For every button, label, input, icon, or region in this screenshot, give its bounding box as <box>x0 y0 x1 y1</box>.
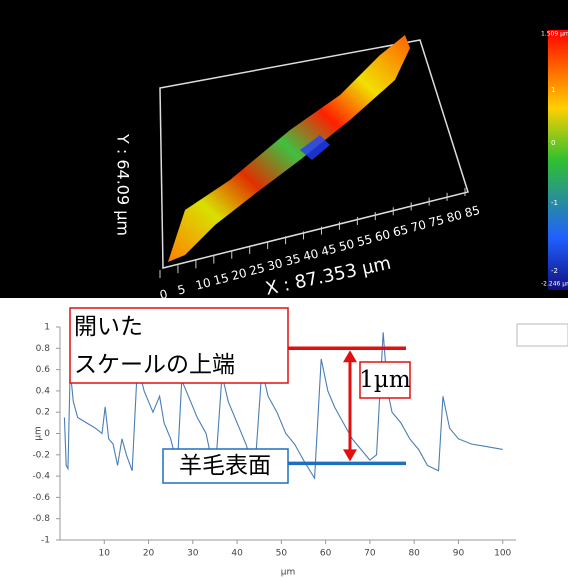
annotation-text: 羊毛表面 <box>179 453 271 479</box>
page: X : 87.353 µm Y : 64.09 µm 0510152025303… <box>0 0 568 580</box>
y-tick-label: -1 <box>41 536 50 546</box>
colorbar-label: -1 <box>551 199 558 207</box>
x-tick-label: 100 <box>494 549 511 559</box>
x-tick-label: 50 <box>276 549 288 559</box>
y-tick-label: -0.2 <box>32 450 50 460</box>
y-tick-label: -0.4 <box>32 472 50 482</box>
y-tick-label: 0 <box>44 429 50 439</box>
x-tick-label: 60 <box>320 549 332 559</box>
colorbar-label: 1 <box>551 86 555 94</box>
x-tick-label: 30 <box>187 549 199 559</box>
x-tick-label: 90 <box>453 549 465 559</box>
colorbar <box>548 30 568 290</box>
y-tick-label: 1 <box>44 323 50 333</box>
colorbar-label: -2 <box>551 267 558 275</box>
y-tick-label: 0.8 <box>36 344 51 354</box>
annotation-text: 開いた <box>74 314 143 340</box>
legend <box>517 324 568 346</box>
colorbar-label: -2.246 µm <box>541 281 568 288</box>
x-tick-label: 10 <box>99 549 111 559</box>
colorbar-label: 0 <box>551 139 555 147</box>
arrow-head <box>343 449 357 461</box>
annotation-text: スケールの上端 <box>74 352 235 378</box>
y-axis-label: µm <box>34 426 44 441</box>
arrow-head <box>343 350 357 362</box>
chart: -1 -0.8 -0.6 -0.4 -0.2 0 0.2 0.4 0.6 0.8 1 10 20 30 40… <box>32 308 565 578</box>
y-tick-label: 0.4 <box>36 386 51 396</box>
x-axis-label: µm <box>281 568 296 578</box>
colorbar-label: 1.509 µm <box>541 31 568 38</box>
y-tick-label: 0.2 <box>36 408 50 418</box>
annotation-text: 1µm <box>359 367 411 393</box>
x-tick-label: 20 <box>143 549 155 559</box>
x-tick-label: 40 <box>231 549 243 559</box>
x-tick-label: 80 <box>408 549 420 559</box>
y-tick-label: -0.8 <box>32 514 50 524</box>
y-label-3d: Y : 64.09 µm <box>114 133 133 236</box>
y-tick-label: -0.6 <box>32 493 50 503</box>
y-tick-label: 0.6 <box>36 365 51 375</box>
x-tick-label: 70 <box>364 549 376 559</box>
